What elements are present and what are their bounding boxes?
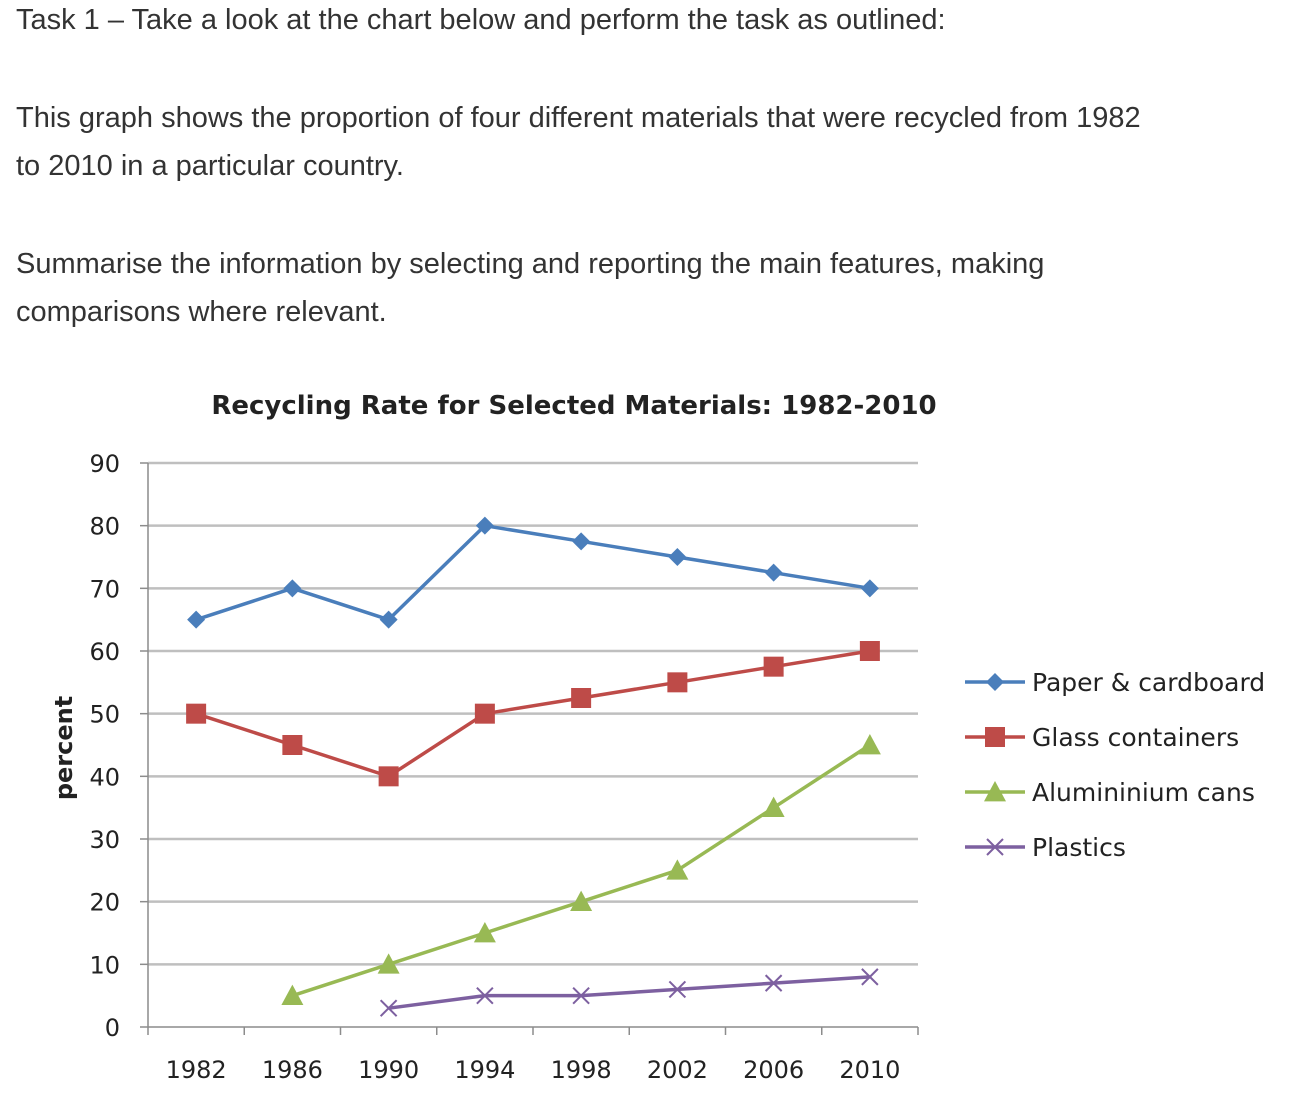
x-tick-label-1994: 1994 xyxy=(454,1056,515,1084)
legend-item-paper-cardboard: Paper & cardboard xyxy=(965,668,1265,697)
legend-item-glass-containers: Glass containers xyxy=(965,723,1239,752)
point-plastics-2002 xyxy=(668,980,687,999)
point-aluminium-cans-2006 xyxy=(762,796,785,818)
y-axis-label: percent xyxy=(50,696,78,800)
chart-gridlines xyxy=(148,461,918,966)
point-paper-cardboard-2010 xyxy=(860,579,879,598)
y-tick-label-70: 70 xyxy=(89,575,120,603)
point-plastics-2010-stroke-b xyxy=(861,968,879,986)
series-glass-containers xyxy=(186,641,880,787)
point-plastics-2006 xyxy=(764,974,783,992)
point-glass-containers-1998 xyxy=(571,688,592,708)
point-aluminium-cans-1990 xyxy=(377,953,400,974)
x-tick-label-1990: 1990 xyxy=(358,1056,419,1084)
point-aluminium-cans-1998 xyxy=(570,890,593,912)
point-plastics-2010 xyxy=(861,968,879,986)
task-description-line2: to 2010 in a particular country. xyxy=(16,150,404,182)
legend-marker-plastics xyxy=(986,838,1004,856)
point-plastics-1998 xyxy=(572,986,590,1005)
point-aluminium-cans-2002 xyxy=(666,859,689,880)
point-glass-containers-1994 xyxy=(474,703,495,724)
point-plastics-1990 xyxy=(379,999,398,1017)
legend-marker-paper-cardboard xyxy=(986,673,1004,691)
chart-title: Recycling Rate for Selected Materials: 1… xyxy=(211,391,936,421)
point-paper-cardboard-1986 xyxy=(283,579,302,598)
point-paper-cardboard-2002 xyxy=(668,548,687,566)
y-tick-label-30: 30 xyxy=(89,826,120,854)
task-instruction-line2: comparisons where relevant. xyxy=(16,296,387,328)
x-tick-label-1982: 1982 xyxy=(166,1056,227,1084)
legend-label-aluminium-cans: Alumininium cans xyxy=(1032,778,1255,807)
y-tick-label-50: 50 xyxy=(89,701,120,729)
y-tick-label-60: 60 xyxy=(89,638,120,666)
legend-item-plastics: Plastics xyxy=(965,833,1126,862)
legend-item-aluminium-cans: Alumininium cans xyxy=(965,778,1255,807)
legend-label-plastics: Plastics xyxy=(1032,833,1126,862)
point-paper-cardboard-1990 xyxy=(379,610,398,629)
series-line-glass-containers xyxy=(195,649,871,779)
point-plastics-1990-stroke-b xyxy=(379,999,398,1017)
point-paper-cardboard-1998 xyxy=(572,532,591,551)
point-aluminium-cans-1986 xyxy=(281,984,304,1006)
point-paper-cardboard-1982 xyxy=(187,610,206,629)
y-tick-label-80: 80 xyxy=(89,513,120,541)
y-tick-label-0: 0 xyxy=(105,1014,120,1042)
x-tick-label-2010: 2010 xyxy=(839,1056,900,1084)
point-plastics-1994-stroke-b xyxy=(476,986,494,1005)
point-plastics-1994 xyxy=(476,986,494,1005)
series-plastics xyxy=(379,968,879,1017)
chart-series xyxy=(186,516,881,1017)
x-tick-label-1998: 1998 xyxy=(551,1056,612,1084)
point-plastics-2006-stroke-b xyxy=(764,974,783,992)
series-paper-cardboard xyxy=(187,516,879,629)
legend-marker-aluminium-cans xyxy=(984,781,1006,802)
x-tick-label-1986: 1986 xyxy=(262,1056,323,1084)
legend-label-paper-cardboard: Paper & cardboard xyxy=(1032,668,1265,697)
legend-marker-glass-containers xyxy=(985,727,1005,747)
point-plastics-1998-stroke-b xyxy=(572,986,590,1005)
x-tick-label-2002: 2002 xyxy=(647,1056,708,1084)
y-tick-label-10: 10 xyxy=(89,951,120,979)
y-tick-label-40: 40 xyxy=(89,763,120,791)
point-glass-containers-2006 xyxy=(763,656,784,677)
point-paper-cardboard-2006 xyxy=(764,563,783,582)
y-tick-label-90: 90 xyxy=(89,450,120,478)
series-line-paper-cardboard xyxy=(195,523,871,622)
task-heading: Task 1 – Take a look at the chart below … xyxy=(16,4,946,36)
point-glass-containers-1982 xyxy=(186,703,207,724)
legend-label-glass-containers: Glass containers xyxy=(1032,723,1239,752)
point-glass-containers-1990 xyxy=(378,766,399,787)
chart-axes: 0 10 20 30 40 50 60 70 80 90 1982 1986 1990 1994 1998 2… xyxy=(89,450,919,1084)
legend-marker-plastics-stroke-b xyxy=(986,838,1004,856)
point-plastics-2002-stroke-b xyxy=(668,980,687,999)
point-glass-containers-1986 xyxy=(282,735,303,755)
series-aluminium-cans xyxy=(281,734,881,1006)
point-paper-cardboard-1994 xyxy=(475,516,494,535)
task-instruction-line1: Summarise the information by selecting a… xyxy=(16,248,1045,280)
point-glass-containers-2002 xyxy=(667,672,688,693)
y-tick-label-20: 20 xyxy=(89,889,120,917)
task-description-line1: This graph shows the proportion of four … xyxy=(16,102,1141,134)
point-glass-containers-2010 xyxy=(859,641,880,661)
x-tick-label-2006: 2006 xyxy=(743,1056,804,1084)
recycling-line-chart: Recycling Rate for Selected Materials: 1… xyxy=(50,391,1265,1084)
point-aluminium-cans-2010 xyxy=(858,734,881,755)
point-aluminium-cans-1994 xyxy=(473,922,496,943)
chart-legend: Paper & cardboard Glass containers Alumini… xyxy=(965,668,1265,862)
series-line-plastics xyxy=(388,975,870,1010)
